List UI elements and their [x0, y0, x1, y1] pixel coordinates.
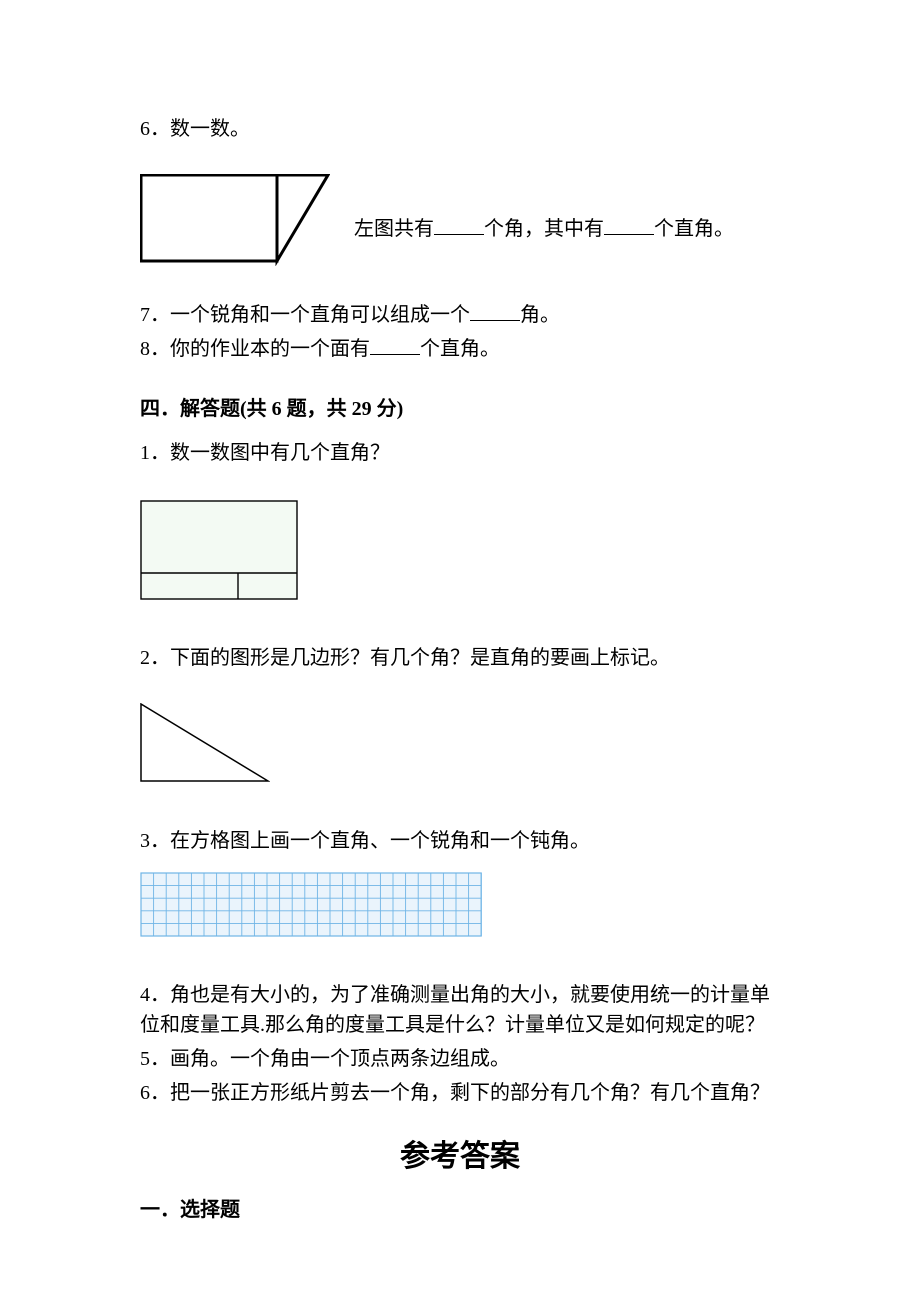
section4-q2: 2．下面的图形是几边形？有几个角？是直角的要画上标记。	[140, 643, 780, 673]
section4-q1: 1．数一数图中有几个直角？	[140, 438, 780, 468]
question-6-title: 6．数一数。	[140, 114, 780, 144]
q8-text-post: 个直角。	[420, 338, 500, 360]
section4-q3-grid-wrap	[140, 872, 780, 946]
q7-text-pre: 7．一个锐角和一个直角可以组成一个	[140, 304, 470, 326]
section4-q4: 4．角也是有大小的，为了准确测量出角的大小，就要使用统一的计量单位和度量工具.那…	[140, 980, 780, 1040]
section4-q3-grid	[140, 872, 482, 937]
q6-text-2: 个角，其中有	[484, 218, 604, 240]
q6-blank-2	[604, 216, 654, 235]
question-6-figure	[140, 174, 330, 266]
answer-heading: 参考答案	[140, 1134, 780, 1179]
q7-text-post: 角。	[520, 304, 560, 326]
section4-q1-figure-wrap	[140, 500, 780, 609]
q6-text-1: 左图共有	[354, 218, 434, 240]
question-6-figure-row: 左图共有 个角，其中有 个直角。	[140, 174, 780, 266]
section-4-header: 四．解答题(共 6 题，共 29 分)	[140, 394, 780, 424]
q6-blank-1	[434, 216, 484, 235]
question-8: 8．你的作业本的一个面有 个直角。	[140, 334, 780, 364]
section4-q2-figure-wrap	[140, 703, 780, 792]
section-1-header: 一．选择题	[140, 1195, 780, 1225]
section4-q3: 3．在方格图上画一个直角、一个锐角和一个钝角。	[140, 826, 780, 856]
q8-text-pre: 8．你的作业本的一个面有	[140, 338, 370, 360]
section4-q6: 6．把一张正方形纸片剪去一个角，剩下的部分有几个角？有几个直角？	[140, 1078, 780, 1108]
section4-q2-figure	[140, 703, 270, 783]
section4-q1-figure	[140, 500, 298, 600]
document-page: 6．数一数。 左图共有个角，其中有个直角。 7．一个锐角和一个直角可以组成一个角…	[0, 0, 920, 1302]
section4-q5: 5．画角。一个角由一个顶点两条边组成。	[140, 1044, 780, 1074]
q8-blank	[370, 336, 420, 355]
question-6-sentence: 左图共有 个角，其中有 个直角。	[354, 214, 734, 244]
question-7: 7．一个锐角和一个直角可以组成一个 角。	[140, 300, 780, 330]
q7-blank	[470, 302, 520, 321]
q6-text-3: 个直角。	[654, 218, 734, 240]
